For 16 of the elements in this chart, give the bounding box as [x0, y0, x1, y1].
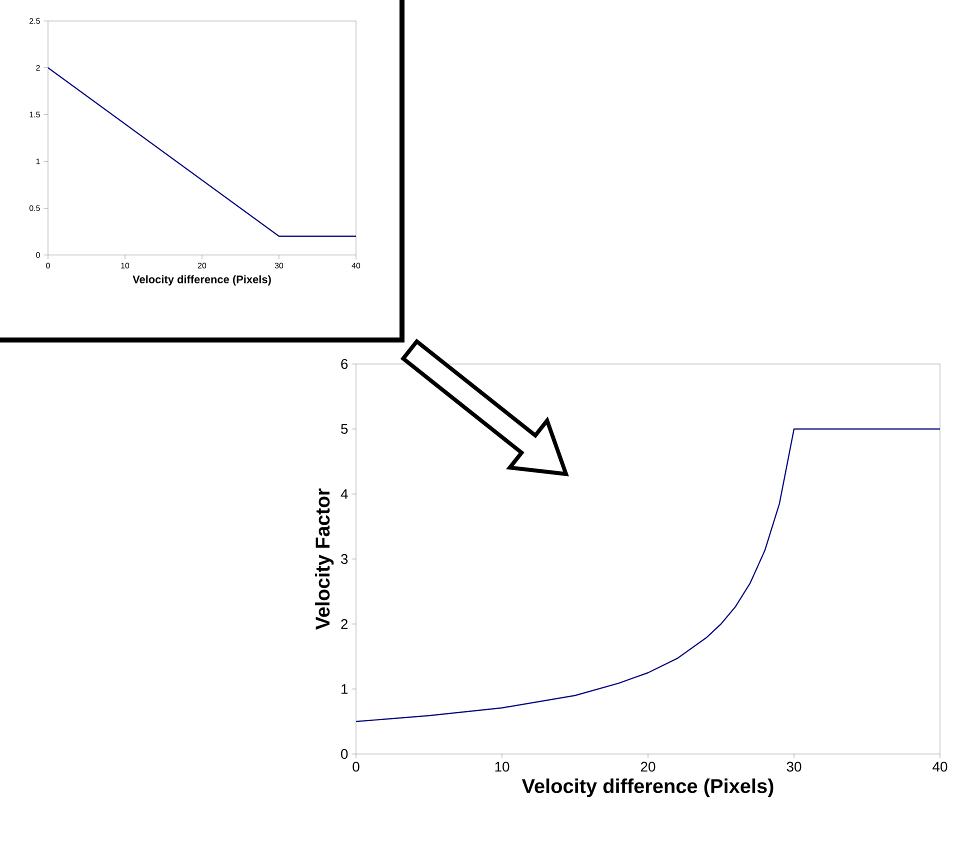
y-tick-label: 3 — [341, 554, 348, 564]
y-tick-label: 5 — [341, 424, 348, 434]
y-tick-label: 0 — [341, 749, 348, 759]
y-tick-label: 1 — [342, 684, 348, 694]
x-axis-title: Velocity difference (Pixels) — [522, 778, 774, 798]
x-tick-label: 40 — [932, 762, 948, 772]
y-axis-title: Velocity Factor — [315, 488, 334, 630]
x-tick-label: 20 — [640, 762, 656, 772]
line-series — [356, 428, 940, 722]
x-axis-title: Velocity difference (Pixels) — [132, 275, 271, 286]
y-tick-label: 4 — [340, 489, 348, 499]
x-tick-label: 0 — [352, 762, 360, 772]
x-tick-label: 10 — [495, 762, 510, 772]
y-tick-label: 2 — [341, 619, 348, 629]
y-tick-label: 6 — [341, 359, 348, 369]
x-tick-label: 30 — [786, 762, 802, 772]
